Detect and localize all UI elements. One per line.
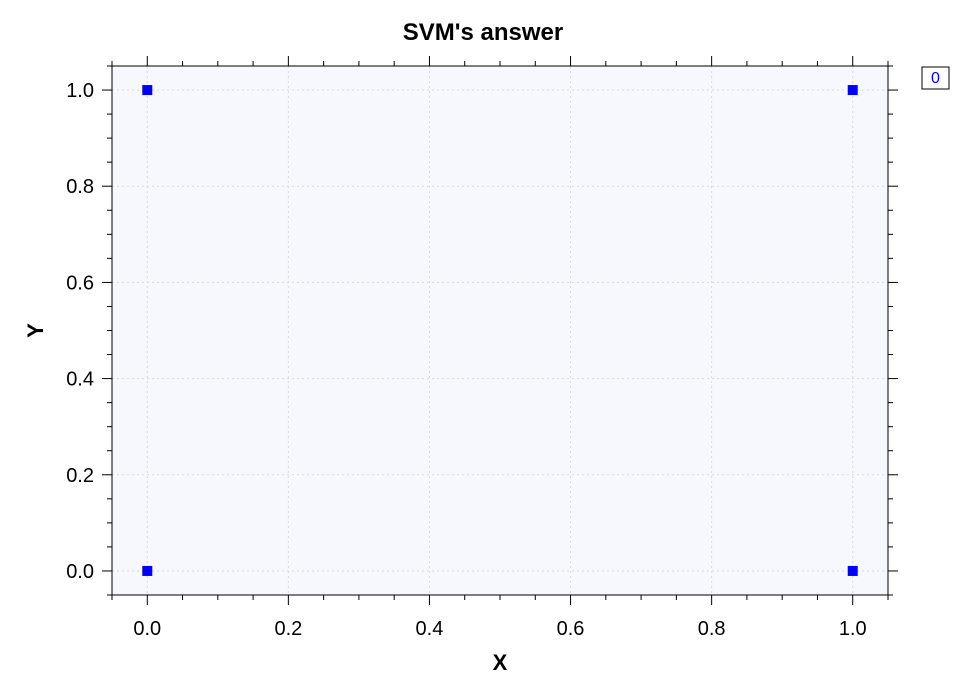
x-tick-labels: 0.0 0.2 0.4 0.6 0.8 1.0 xyxy=(133,618,866,640)
y-tick-label: 1.0 xyxy=(66,80,94,102)
x-tick-label: 0.4 xyxy=(416,618,444,640)
x-tick-label: 0.0 xyxy=(133,618,161,640)
legend-entry: 0 xyxy=(931,70,940,87)
data-points xyxy=(142,85,858,576)
x-tick-label: 1.0 xyxy=(839,618,867,640)
data-point xyxy=(142,565,153,576)
x-tick-label: 0.2 xyxy=(274,618,302,640)
y-tick-label: 0.4 xyxy=(66,369,94,391)
data-point xyxy=(142,85,153,96)
legend-box xyxy=(921,66,950,90)
y-tick-label: 0.0 xyxy=(66,561,94,583)
axis-ticks xyxy=(102,56,898,605)
x-tick-label: 0.6 xyxy=(557,618,585,640)
y-axis-label: Y xyxy=(23,323,48,338)
plot-area xyxy=(112,66,888,595)
data-point xyxy=(847,85,858,96)
y-tick-label: 0.6 xyxy=(66,272,94,294)
chart-title: SVM's answer xyxy=(403,19,563,46)
x-tick-label: 0.8 xyxy=(698,618,726,640)
data-point xyxy=(847,565,858,576)
y-tick-label: 0.8 xyxy=(66,176,94,198)
y-tick-labels: 0.0 0.2 0.4 0.6 0.8 1.0 xyxy=(66,80,94,583)
y-tick-label: 0.2 xyxy=(66,465,94,487)
legend: 0 xyxy=(921,66,950,90)
x-axis-label: X xyxy=(493,650,508,675)
plot-frame xyxy=(111,65,889,596)
grid-lines xyxy=(112,66,888,595)
